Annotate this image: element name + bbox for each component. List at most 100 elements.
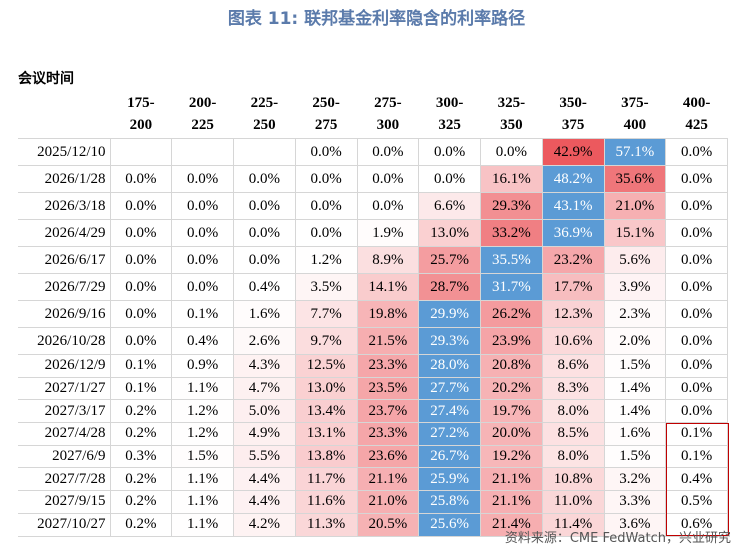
- probability-cell: 1.5%: [603, 444, 667, 469]
- probability-cell: 13.4%: [294, 399, 358, 424]
- probability-cell: 0.0%: [356, 192, 420, 220]
- meeting-date: 2027/3/17: [18, 399, 111, 424]
- probability-cell: 5.0%: [233, 399, 296, 424]
- probability-cell: 0.0%: [233, 165, 296, 193]
- probability-cell: 11.6%: [294, 490, 358, 514]
- probability-cell: 21.5%: [356, 327, 420, 355]
- probability-cell: 20.8%: [480, 354, 543, 378]
- column-header: 275- 300: [374, 95, 402, 133]
- probability-cell: 0.9%: [171, 354, 234, 378]
- probability-cell: 0.1%: [171, 300, 234, 328]
- probability-cell: 27.7%: [418, 376, 481, 401]
- probability-cell: 0.0%: [356, 165, 420, 193]
- probability-cell: 25.8%: [418, 490, 481, 514]
- probability-cell: 21.4%: [480, 512, 543, 537]
- probability-cell: 29.9%: [418, 300, 481, 328]
- probability-cell: 20.5%: [356, 512, 420, 537]
- meeting-date: 2027/1/27: [18, 376, 111, 401]
- probability-cell: 4.7%: [233, 376, 296, 401]
- probability-cell: 1.1%: [171, 376, 234, 401]
- probability-cell: 0.0%: [171, 165, 234, 193]
- probability-cell: 4.3%: [233, 354, 296, 378]
- meeting-date: 2026/10/28: [18, 327, 111, 355]
- probability-cell: 0.0%: [109, 219, 173, 247]
- probability-cell: 13.8%: [294, 444, 358, 469]
- probability-cell: 0.0%: [665, 399, 728, 424]
- probability-cell: [109, 138, 173, 166]
- probability-cell: 1.4%: [603, 399, 667, 424]
- probability-cell: 4.9%: [233, 422, 296, 446]
- probability-cell: 19.2%: [480, 444, 543, 469]
- probability-cell: 0.0%: [665, 354, 728, 378]
- title: 图表 11: 联邦基金利率隐含的利率路径: [227, 9, 526, 29]
- probability-cell: 28.7%: [418, 273, 481, 301]
- probability-cell: 25.7%: [418, 246, 481, 274]
- probability-cell: 13.0%: [418, 219, 481, 247]
- probability-cell: 0.0%: [480, 138, 543, 166]
- probability-cell: 0.0%: [233, 192, 296, 220]
- meeting-date: 2026/6/17: [18, 246, 111, 274]
- probability-cell: 42.9%: [541, 138, 605, 166]
- probability-cell: 35.6%: [603, 165, 667, 193]
- probability-cell: 0.0%: [665, 273, 728, 301]
- table-row: 2027/4/28 0.2% 1.2% 4.9% 13.1% 23.3% 27.2% 20.0…: [18, 422, 728, 446]
- probability-cell: 29.3%: [418, 327, 481, 355]
- probability-cell: 0.0%: [294, 165, 358, 193]
- probability-cell: 8.0%: [541, 444, 605, 469]
- probability-cell: 28.0%: [418, 354, 481, 378]
- probability-cell: 12.3%: [541, 300, 605, 328]
- probability-cell: 14.1%: [356, 273, 420, 301]
- probability-cell: 0.6%: [665, 512, 728, 537]
- probability-cell: 1.1%: [171, 512, 234, 537]
- probability-cell: 1.5%: [603, 354, 667, 378]
- probability-cell: 11.0%: [541, 490, 605, 514]
- table-row: 2026/1/28 0.0% 0.0% 0.0% 0.0% 0.0% 0.0% 16.1% 48…: [18, 165, 728, 193]
- probability-cell: 10.8%: [541, 467, 605, 492]
- probability-cell: 23.7%: [356, 399, 420, 424]
- meeting-date: 2025/12/10: [18, 138, 111, 166]
- probability-cell: 2.0%: [603, 327, 667, 355]
- probability-cell: 26.7%: [418, 444, 481, 469]
- probability-cell: 21.1%: [356, 467, 420, 492]
- meeting-date: 2026/12/9: [18, 354, 111, 378]
- probability-cell: 8.6%: [541, 354, 605, 378]
- probability-cell: 0.2%: [109, 422, 173, 446]
- column-header: 225- 250: [250, 95, 279, 133]
- meeting-date: 2027/9/15: [18, 490, 111, 514]
- probability-cell: 21.1%: [480, 467, 543, 492]
- meeting-date: 2027/7/28: [18, 467, 111, 492]
- probability-cell: 0.0%: [665, 327, 728, 355]
- probability-cell: 36.9%: [541, 219, 605, 247]
- probability-cell: 3.6%: [603, 512, 667, 537]
- probability-cell: 19.7%: [480, 399, 543, 424]
- probability-cell: 19.8%: [356, 300, 420, 328]
- probability-cell: 0.0%: [356, 138, 420, 166]
- column-header: 300- 325: [435, 95, 464, 133]
- probability-cell: 0.0%: [171, 246, 234, 274]
- probability-cell: 0.4%: [233, 273, 296, 301]
- probability-cell: 1.6%: [603, 422, 667, 446]
- probability-cell: 0.0%: [665, 376, 728, 401]
- probability-cell: 1.1%: [171, 490, 234, 514]
- table-row: 2026/3/18 0.0% 0.0% 0.0% 0.0% 0.0% 6.6% 29.3% 43…: [18, 192, 728, 220]
- probability-cell: 3.3%: [603, 490, 667, 514]
- probability-cell: 0.0%: [233, 219, 296, 247]
- probability-cell: 0.0%: [294, 192, 358, 220]
- rate-table: 会议时间 175- 200 200- 225 225- 250 250- 275 275-…: [18, 44, 728, 537]
- probability-cell: 0.4%: [171, 327, 234, 355]
- probability-cell: 17.7%: [541, 273, 605, 301]
- probability-cell: 1.1%: [171, 467, 234, 492]
- probability-cell: 8.5%: [541, 422, 605, 446]
- probability-cell: 0.0%: [109, 300, 173, 328]
- probability-cell: 13.0%: [294, 376, 358, 401]
- table-row: 2026/10/28 0.0% 0.4% 2.6% 9.7% 21.5% 29.3% 23.9…: [18, 327, 728, 355]
- probability-cell: 9.7%: [294, 327, 358, 355]
- table-row: 2027/10/27 0.2% 1.1% 4.2% 11.3% 20.5% 25.6% 21.…: [18, 512, 728, 537]
- probability-cell: 21.1%: [480, 490, 543, 514]
- probability-cell: 0.2%: [109, 467, 173, 492]
- meeting-date: 2026/7/29: [18, 273, 111, 301]
- probability-cell: 1.2%: [171, 422, 234, 446]
- probability-cell: 0.0%: [109, 165, 173, 193]
- probability-cell: 4.4%: [233, 467, 296, 492]
